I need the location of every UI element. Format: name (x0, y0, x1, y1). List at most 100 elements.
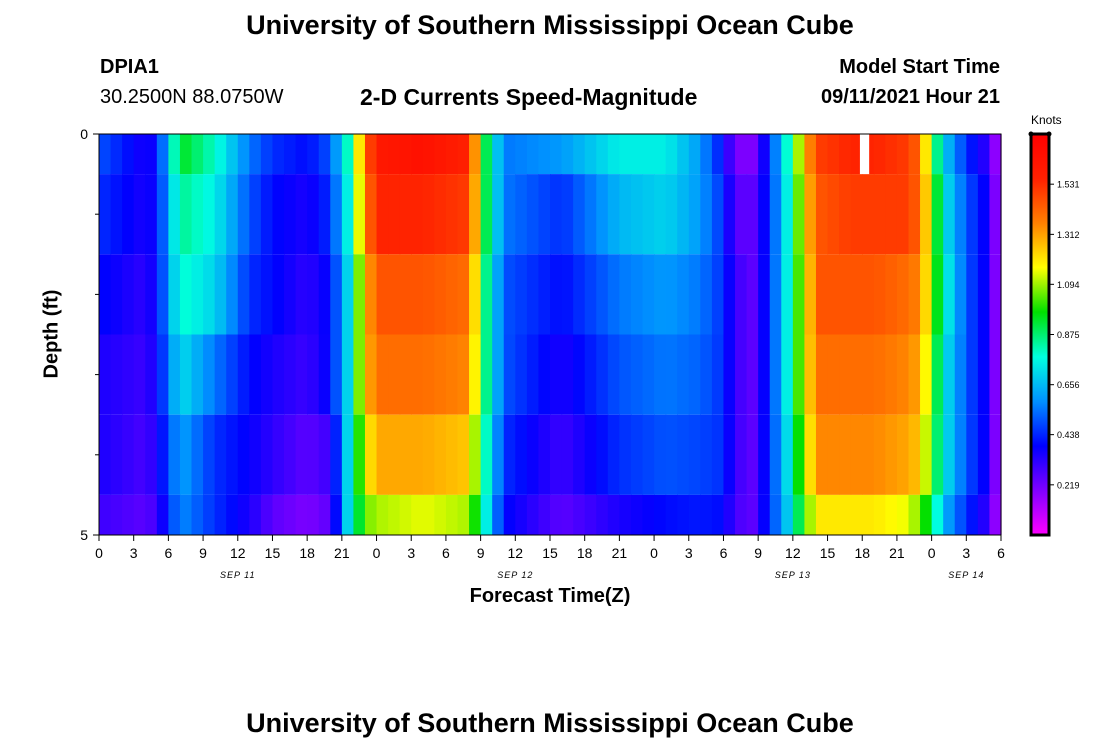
heatmap-cell (226, 174, 239, 255)
heatmap-cell (307, 134, 320, 175)
heatmap-cell (619, 334, 632, 415)
heatmap-cell (896, 134, 910, 175)
heatmap-cell (99, 174, 112, 255)
heatmap-cell (156, 494, 169, 535)
heatmap-cell (873, 254, 886, 335)
heatmap-cell (827, 254, 840, 335)
heatmap-cell (977, 254, 991, 335)
heatmap-cell (584, 494, 597, 535)
heatmap-cell (469, 254, 482, 335)
heatmap-cell (515, 134, 528, 175)
heatmap-cell (665, 414, 678, 495)
heatmap-cell (630, 134, 644, 175)
colorbar-units: Knots (1031, 113, 1062, 127)
heatmap-cell (318, 134, 331, 175)
x-tick-label: 0 (373, 545, 381, 561)
heatmap-cell (596, 494, 609, 535)
heatmap-cell (272, 414, 285, 495)
heatmap-cell (850, 174, 863, 255)
heatmap-cell (989, 134, 1002, 175)
heatmap-cell (122, 134, 135, 175)
heatmap-cell (110, 134, 123, 175)
heatmap-cell (862, 254, 875, 335)
heatmap-cell (411, 334, 424, 415)
y-axis: 05 (80, 126, 99, 543)
x-tick-label: 15 (265, 545, 281, 561)
heatmap-cell (399, 174, 412, 255)
heatmap-cell (862, 334, 875, 415)
x-tick-label: 18 (854, 545, 870, 561)
heatmap-cell (966, 334, 979, 415)
heatmap-cell (619, 134, 632, 175)
heatmap-cell (295, 174, 308, 255)
heatmap-cell (538, 174, 551, 255)
heatmap-cell (526, 254, 540, 335)
heatmap-cell (445, 494, 459, 535)
heatmap-cell (538, 254, 551, 335)
heatmap-cell (145, 254, 158, 335)
heatmap-cell (99, 134, 112, 175)
heatmap-cell (445, 254, 459, 335)
heatmap-cell (260, 254, 274, 335)
heatmap-cell (677, 334, 690, 415)
heatmap-cell (376, 174, 389, 255)
heatmap-cell (249, 134, 262, 175)
heatmap-cell (677, 494, 690, 535)
heatmap-cell (815, 494, 829, 535)
heatmap-cell (735, 134, 748, 175)
heatmap-cell (341, 254, 355, 335)
heatmap-cell (665, 494, 678, 535)
heatmap-cell (966, 494, 979, 535)
depth-layer-2 (99, 254, 1002, 335)
heatmap-cell (792, 494, 806, 535)
heatmap-cell (619, 174, 632, 255)
heatmap-cell (654, 254, 667, 335)
heatmap-cell (746, 414, 759, 495)
heatmap-cell (630, 414, 644, 495)
heatmap-cell (480, 174, 493, 255)
heatmap-cell (862, 494, 875, 535)
heatmap-cell (272, 174, 285, 255)
heatmap-cell (966, 134, 979, 175)
heatmap-cell (550, 174, 563, 255)
heatmap-cell (191, 334, 204, 415)
heatmap-cell (110, 254, 123, 335)
heatmap-cell (399, 494, 412, 535)
heatmap-cell (179, 254, 193, 335)
heatmap-cell (839, 134, 852, 175)
heatmap-cell (943, 494, 956, 535)
heatmap-cell (122, 494, 135, 535)
heatmap-cell (781, 414, 794, 495)
heatmap-cell (931, 494, 944, 535)
heatmap-cell (226, 494, 239, 535)
heatmap-cell (434, 174, 447, 255)
heatmap-cell (284, 254, 297, 335)
heatmap-cell (110, 414, 123, 495)
chart-title: 2-D Currents Speed-Magnitude (360, 84, 698, 110)
heatmap-cell (353, 414, 366, 495)
heatmap-cell (99, 494, 112, 535)
heatmap-cell (735, 174, 748, 255)
heatmap-cell (156, 254, 169, 335)
heatmap-cell (503, 494, 516, 535)
heatmap-cell (885, 174, 898, 255)
heatmap-cell (526, 134, 540, 175)
heatmap-cell (249, 174, 262, 255)
heatmap-cell (168, 414, 181, 495)
heatmap-cell (920, 334, 933, 415)
heatmap-cell (457, 254, 470, 335)
heatmap-cell (954, 134, 967, 175)
heatmap-cell (480, 334, 493, 415)
heatmap-cell (492, 494, 505, 535)
heatmap-cell (307, 254, 320, 335)
heatmap-cell (364, 494, 378, 535)
heatmap-cell (550, 254, 563, 335)
x-tick-label: 0 (928, 545, 936, 561)
heatmap-cell (700, 254, 713, 335)
heatmap-cell (422, 494, 435, 535)
colorbar-tick-label: 0.875 (1057, 330, 1080, 340)
heatmap-cell (862, 174, 875, 255)
heatmap-cell (815, 414, 829, 495)
heatmap-cell (665, 334, 678, 415)
heatmap-cell (445, 414, 459, 495)
